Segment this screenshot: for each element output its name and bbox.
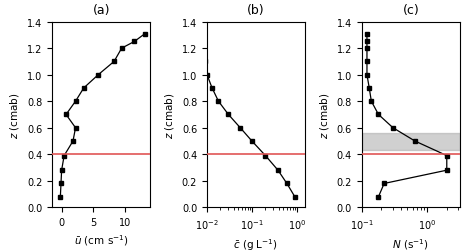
X-axis label: $\bar{c}$ (g L$^{-1}$): $\bar{c}$ (g L$^{-1}$) — [234, 236, 278, 250]
Bar — [362, 134, 460, 151]
Title: (a): (a) — [92, 4, 110, 17]
Title: (b): (b) — [247, 4, 265, 17]
Y-axis label: $z$ (cmab): $z$ (cmab) — [9, 92, 21, 138]
Y-axis label: $z$ (cmab): $z$ (cmab) — [164, 92, 176, 138]
X-axis label: $\bar{u}$ (cm s$^{-1}$): $\bar{u}$ (cm s$^{-1}$) — [74, 233, 128, 248]
Title: (c): (c) — [402, 4, 419, 17]
X-axis label: $N$ (s$^{-1}$): $N$ (s$^{-1}$) — [392, 236, 429, 250]
Y-axis label: $z$ (cmab): $z$ (cmab) — [318, 92, 331, 138]
